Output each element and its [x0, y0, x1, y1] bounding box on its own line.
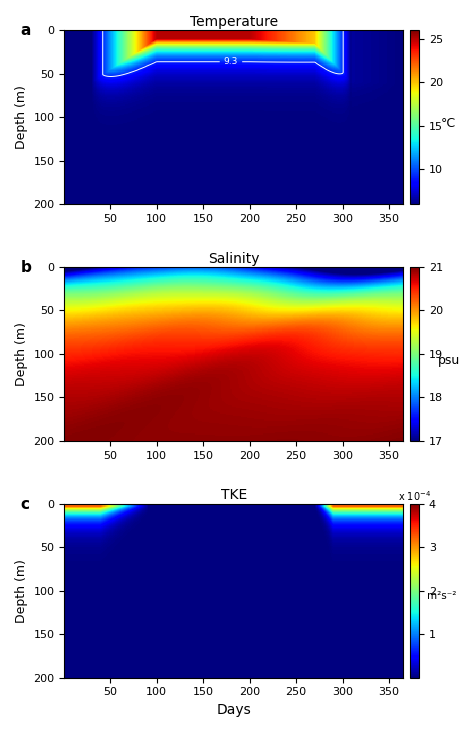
Title: x 10$^{-4}$: x 10$^{-4}$ — [398, 489, 431, 503]
Y-axis label: Depth (m): Depth (m) — [15, 85, 28, 149]
Text: 9.3: 9.3 — [224, 57, 238, 66]
Text: a: a — [20, 23, 31, 38]
Y-axis label: °C: °C — [441, 117, 456, 130]
Text: c: c — [20, 497, 29, 512]
Y-axis label: Depth (m): Depth (m) — [15, 559, 28, 623]
Title: Salinity: Salinity — [208, 252, 260, 266]
Y-axis label: Depth (m): Depth (m) — [15, 322, 28, 386]
Title: Temperature: Temperature — [190, 15, 278, 29]
Title: TKE: TKE — [221, 488, 247, 502]
Y-axis label: m²s⁻²: m²s⁻² — [427, 591, 456, 601]
X-axis label: Days: Days — [217, 703, 251, 717]
Text: b: b — [20, 260, 31, 275]
Y-axis label: psu: psu — [438, 354, 460, 367]
